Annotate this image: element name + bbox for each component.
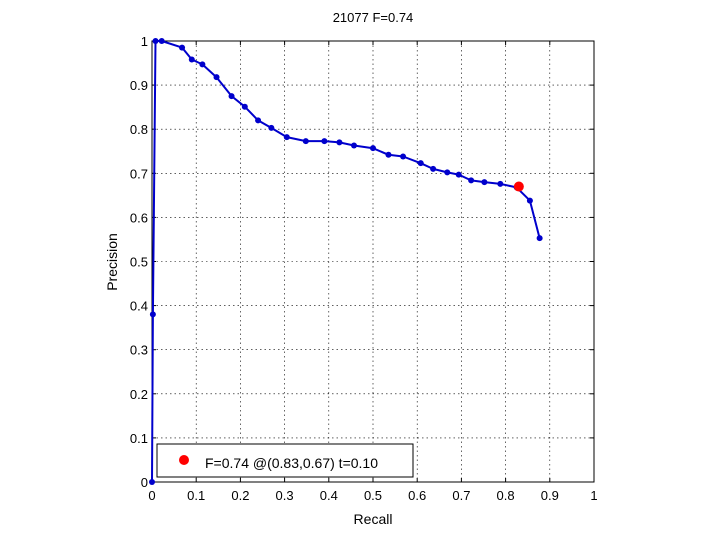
x-tick-label: 0.6	[408, 488, 426, 503]
data-point	[350, 142, 357, 149]
data-point	[497, 180, 504, 187]
series-group	[149, 38, 543, 485]
y-tick-label: 0.2	[130, 387, 148, 402]
data-point	[158, 38, 165, 44]
y-tick-label: 0.4	[130, 299, 148, 314]
y-tick-label: 0.7	[130, 166, 148, 181]
x-tick-label: 0.3	[276, 488, 294, 503]
y-tick-label: 0.9	[130, 78, 148, 93]
chart-title: 21077 F=0.74	[333, 10, 414, 25]
data-point	[321, 138, 328, 145]
data-point	[268, 124, 275, 131]
x-tick-label: 0.5	[364, 488, 382, 503]
best-f-point	[513, 181, 524, 192]
y-tick-label: 1	[141, 34, 148, 49]
data-point	[536, 235, 543, 242]
data-point	[228, 93, 235, 100]
legend-marker	[179, 455, 189, 465]
data-point	[213, 74, 220, 81]
data-point	[444, 169, 451, 176]
legend-label: F=0.74 @(0.83,0.67) t=0.10	[205, 455, 378, 471]
x-tick-label: 1	[590, 488, 597, 503]
legend: F=0.74 @(0.83,0.67) t=0.10	[156, 443, 414, 478]
grid	[152, 41, 594, 482]
data-point	[149, 479, 155, 485]
data-point	[468, 177, 475, 184]
x-tick-label: 0.2	[231, 488, 249, 503]
data-point	[302, 138, 309, 145]
y-tick-label: 0	[141, 475, 148, 490]
data-point	[255, 117, 262, 124]
data-point	[370, 145, 376, 152]
x-tick-label: 0.9	[541, 488, 559, 503]
data-point	[417, 160, 424, 167]
axis-ticks: 0 0.1 0.2 0.3 0.4 0.5 0.6 0.7 0.8 0.9 1 0 0.1 0.2 0.3 0…	[130, 34, 598, 503]
data-point	[455, 171, 462, 178]
y-tick-label: 0.1	[130, 431, 148, 446]
data-point	[336, 139, 343, 146]
data-point	[481, 179, 488, 186]
x-axis-label: Recall	[354, 511, 393, 527]
axes-box	[151, 40, 595, 483]
data-point	[188, 56, 195, 63]
legend-box	[156, 443, 414, 478]
data-point	[283, 134, 290, 141]
data-point	[199, 61, 206, 68]
data-point	[430, 165, 437, 172]
data-point	[400, 153, 407, 160]
y-axis-label: Precision	[104, 233, 120, 291]
y-tick-label: 0.3	[130, 343, 148, 358]
data-point	[149, 311, 156, 318]
data-point	[179, 44, 186, 51]
data-point	[385, 151, 392, 158]
x-tick-label: 0.1	[187, 488, 205, 503]
data-point	[526, 197, 533, 204]
x-tick-label: 0.8	[497, 488, 515, 503]
data-point	[241, 103, 248, 110]
y-tick-label: 0.6	[130, 210, 148, 225]
y-tick-label: 0.5	[130, 255, 148, 270]
x-tick-label: 0.4	[320, 488, 338, 503]
x-tick-label: 0	[148, 488, 155, 503]
data-point	[152, 38, 159, 44]
x-tick-label: 0.7	[452, 488, 470, 503]
y-tick-label: 0.8	[130, 122, 148, 137]
